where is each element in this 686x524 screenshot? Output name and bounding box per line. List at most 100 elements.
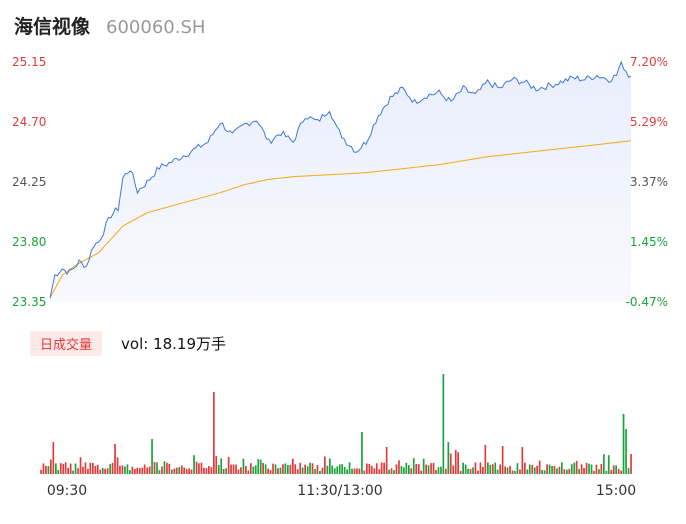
volume-bar (605, 470, 608, 474)
volume-bar (435, 470, 437, 474)
volume-bar (99, 469, 102, 474)
volume-bar (600, 463, 603, 474)
volume-bar (385, 447, 388, 474)
volume-bar (301, 467, 304, 474)
volume-bar (104, 468, 106, 474)
volume-bar (316, 465, 319, 474)
volume-bar (185, 468, 188, 474)
volume-bar (454, 450, 457, 474)
volume-bar (578, 468, 580, 474)
volume-bar (566, 469, 568, 474)
volume-bar (178, 467, 181, 474)
volume-bar (546, 464, 548, 474)
volume-bar (543, 470, 546, 474)
volume-bar (195, 461, 198, 474)
volume-bar (59, 463, 62, 474)
volume-bar (348, 462, 351, 474)
volume-bar (166, 462, 168, 474)
volume-bar (151, 439, 153, 474)
volume-bar (69, 463, 72, 474)
volume-bar (531, 464, 534, 474)
volume-bar (92, 463, 94, 474)
volume-bar (440, 466, 442, 474)
volume-bar (213, 392, 215, 474)
volume-bar (583, 468, 585, 474)
volume-bar (442, 374, 445, 474)
volume-bar (304, 464, 306, 474)
volume-bar (146, 467, 148, 474)
volume-bar (129, 470, 131, 474)
y-tick-left: 23.35 (12, 295, 46, 309)
volume-bar (469, 469, 472, 474)
volume-bar (190, 469, 193, 474)
volume-bar (106, 468, 109, 474)
volume-bar (343, 467, 346, 474)
volume-bar (388, 469, 390, 474)
volume-bar (143, 464, 146, 474)
volume-bar (321, 467, 324, 474)
y-tick-left: 23.80 (12, 235, 46, 249)
volume-bar (225, 468, 227, 474)
volume-bar (40, 469, 42, 474)
volume-bar (405, 462, 408, 474)
volume-bar (491, 464, 494, 474)
y-tick-right: -0.47% (626, 295, 668, 309)
volume-bar (496, 469, 499, 474)
volume-bar (593, 470, 595, 474)
volume-label: vol: 18.19万手 (121, 334, 227, 353)
volume-bar (430, 463, 432, 474)
volume-bar (52, 442, 55, 474)
volume-bar (575, 460, 578, 474)
volume-bar (425, 464, 427, 474)
volume-bar (341, 464, 343, 474)
volume-bar (383, 462, 385, 474)
volume-bar (208, 466, 210, 474)
volume-bar (588, 463, 590, 474)
volume-bar (329, 458, 331, 474)
volume-bar (501, 446, 504, 474)
volume-info-row: 日成交量 vol: 18.19万手 (30, 330, 227, 356)
volume-bar (612, 465, 615, 474)
volume-bar (319, 470, 321, 474)
volume-bar (630, 454, 632, 474)
volume-bar (511, 470, 514, 474)
volume-bar (326, 465, 329, 474)
volume-bar (427, 465, 430, 474)
volume-bar (158, 470, 161, 474)
volume-bar (487, 462, 489, 474)
volume-bar (373, 468, 376, 474)
y-tick-right: 5.29% (630, 115, 668, 129)
volume-bar (289, 465, 292, 474)
volume-bar (553, 465, 556, 474)
volume-bar (541, 469, 543, 474)
volume-bar (598, 469, 600, 474)
volume-bar (477, 470, 479, 474)
volume-bar (314, 469, 316, 474)
volume-bar (536, 465, 538, 474)
volume-bar (400, 466, 403, 474)
y-tick-right: 7.20% (630, 55, 668, 69)
volume-bar (296, 469, 299, 474)
volume-bar (240, 467, 242, 474)
volume-bar (415, 464, 418, 474)
volume-bar (217, 465, 220, 474)
volume-bar (509, 465, 511, 474)
volume-bar (126, 464, 129, 474)
volume-bar (351, 468, 353, 474)
volume-bar (101, 468, 104, 474)
volume-bar (558, 466, 561, 474)
volume-bar (45, 465, 47, 474)
volume-bar (77, 468, 79, 474)
volume-bar (422, 458, 425, 474)
volume-bar (153, 462, 156, 474)
volume-bar (366, 463, 368, 474)
volume-bar (484, 445, 487, 474)
period-tab[interactable]: 日成交量 (30, 330, 103, 356)
volume-bar (528, 464, 531, 474)
volume-bar (79, 457, 82, 474)
volume-bar (533, 467, 536, 474)
volume-bar (551, 466, 553, 474)
volume-bar (595, 464, 598, 474)
volume-bar (309, 462, 311, 474)
